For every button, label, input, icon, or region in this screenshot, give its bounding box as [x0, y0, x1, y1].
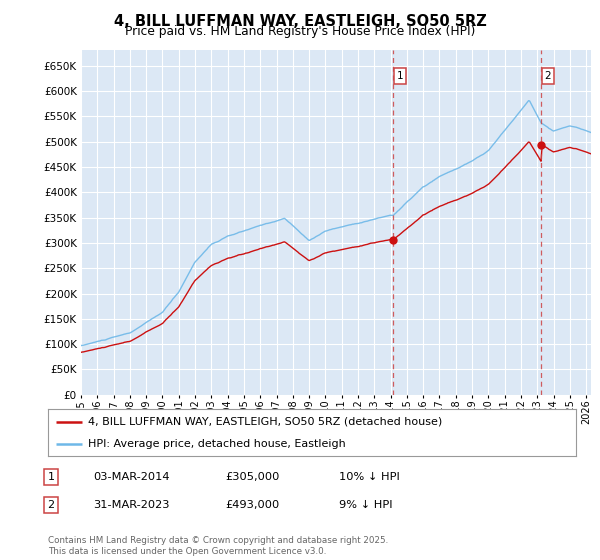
Text: £305,000: £305,000 [225, 472, 280, 482]
Text: 1: 1 [47, 472, 55, 482]
Text: 03-MAR-2014: 03-MAR-2014 [93, 472, 170, 482]
Text: 4, BILL LUFFMAN WAY, EASTLEIGH, SO50 5RZ (detached house): 4, BILL LUFFMAN WAY, EASTLEIGH, SO50 5RZ… [88, 417, 442, 427]
Text: Contains HM Land Registry data © Crown copyright and database right 2025.
This d: Contains HM Land Registry data © Crown c… [48, 536, 388, 556]
Text: 2: 2 [545, 71, 551, 81]
Text: 31-MAR-2023: 31-MAR-2023 [93, 500, 170, 510]
Text: £493,000: £493,000 [225, 500, 279, 510]
Text: 2: 2 [47, 500, 55, 510]
Text: 1: 1 [397, 71, 403, 81]
Text: HPI: Average price, detached house, Eastleigh: HPI: Average price, detached house, East… [88, 438, 346, 449]
Text: 10% ↓ HPI: 10% ↓ HPI [339, 472, 400, 482]
Text: Price paid vs. HM Land Registry's House Price Index (HPI): Price paid vs. HM Land Registry's House … [125, 25, 475, 38]
Text: 9% ↓ HPI: 9% ↓ HPI [339, 500, 392, 510]
Text: 4, BILL LUFFMAN WAY, EASTLEIGH, SO50 5RZ: 4, BILL LUFFMAN WAY, EASTLEIGH, SO50 5RZ [113, 14, 487, 29]
